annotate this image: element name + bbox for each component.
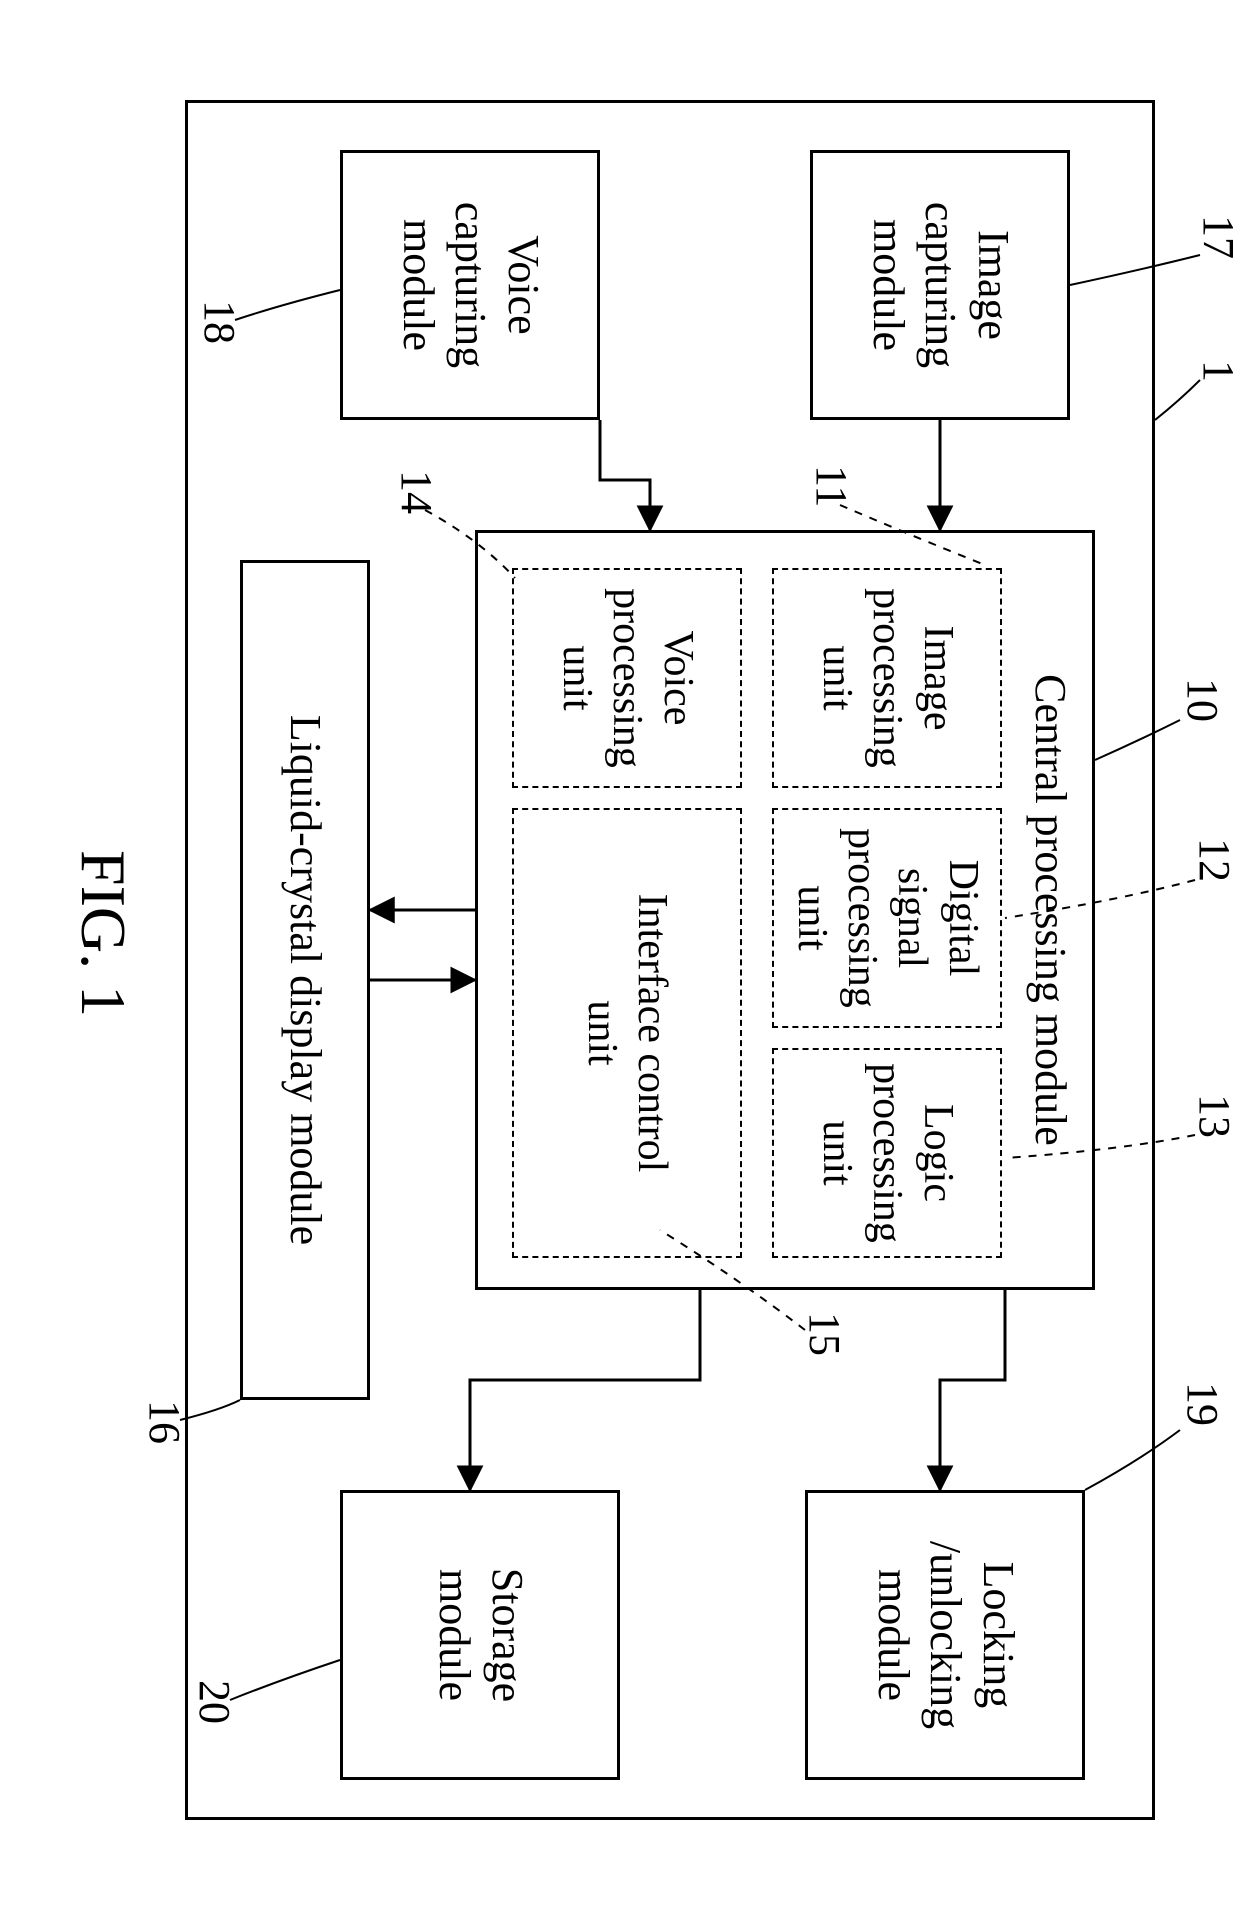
logic-processing-unit: Logic processing unit bbox=[772, 1048, 1002, 1258]
voice-capturing-module: Voice capturing module bbox=[340, 150, 600, 420]
image-capturing-module: Image capturing module bbox=[810, 150, 1070, 420]
voice-processing-unit: Voice processing unit bbox=[512, 568, 742, 788]
ref-20: 20 bbox=[189, 1680, 240, 1724]
ref-18: 18 bbox=[194, 300, 245, 344]
canvas: Central processing module Image processi… bbox=[0, 0, 1240, 1931]
ref-12: 12 bbox=[1189, 838, 1240, 882]
diagram-rotated: Central processing module Image processi… bbox=[0, 0, 1240, 1931]
lcd-module: Liquid-crystal display module bbox=[240, 560, 370, 1400]
ref-13: 13 bbox=[1189, 1094, 1240, 1138]
ref-16: 16 bbox=[139, 1400, 190, 1444]
ref-11: 11 bbox=[806, 465, 857, 507]
ref-19: 19 bbox=[1177, 1382, 1228, 1426]
ref-1: 1 bbox=[1193, 360, 1240, 382]
ref-10: 10 bbox=[1177, 678, 1228, 722]
storage-module: Storage module bbox=[340, 1490, 620, 1780]
central-module-box: Central processing module Image processi… bbox=[475, 530, 1095, 1290]
figure-label: FIG. 1 bbox=[66, 850, 140, 1017]
locking-unlocking-module: Locking /unlocking module bbox=[805, 1490, 1085, 1780]
ref-17: 17 bbox=[1193, 215, 1240, 259]
interface-control-unit: Interface control unit bbox=[512, 808, 742, 1258]
ref-14: 14 bbox=[391, 470, 442, 514]
central-module-title: Central processing module bbox=[1023, 533, 1076, 1287]
dsp-unit: Digital signal processing unit bbox=[772, 808, 1002, 1028]
ref-15: 15 bbox=[799, 1312, 850, 1356]
image-processing-unit: Image processing unit bbox=[772, 568, 1002, 788]
